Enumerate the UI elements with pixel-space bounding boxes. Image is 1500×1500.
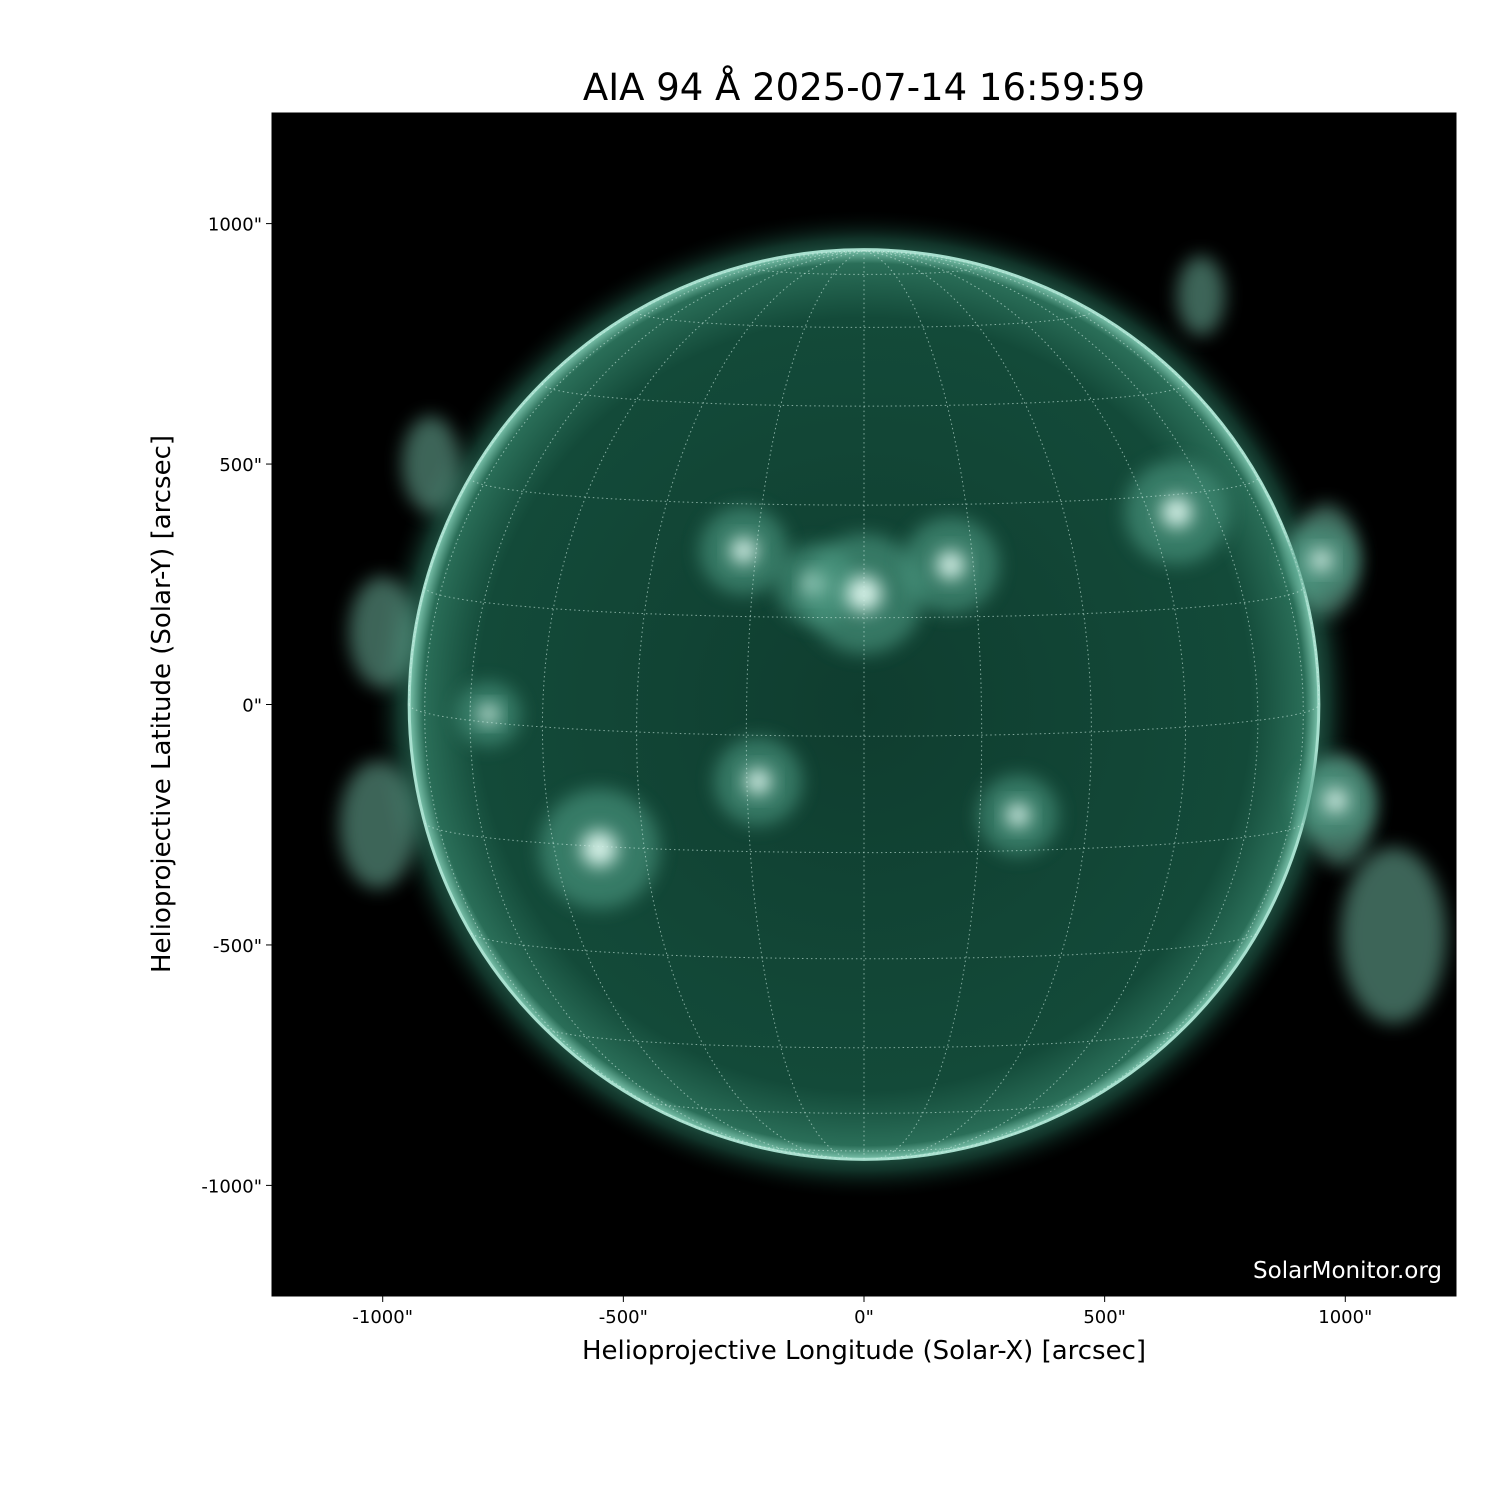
grid-line: [541, 383, 1187, 407]
active-region: [1161, 496, 1193, 528]
active-region: [730, 537, 757, 564]
coronal-loop: [1176, 255, 1225, 336]
grid-line: [424, 587, 1304, 619]
x-tick-label: 1000": [1318, 1307, 1372, 1328]
chart-title: AIA 94 Å 2025-07-14 16:59:59: [582, 66, 1146, 109]
grid-line: [541, 250, 865, 1159]
coronal-loop: [1340, 847, 1447, 1024]
y-tick-label: 500": [219, 455, 262, 476]
x-tick-label: 0": [854, 1307, 874, 1328]
active-region: [1323, 788, 1348, 813]
watermark: SolarMonitor.org: [1253, 1258, 1442, 1284]
grid-line: [636, 311, 1092, 328]
coronal-loop: [339, 760, 417, 889]
grid-line: [745, 266, 983, 276]
grid-line: [469, 250, 865, 1157]
x-tick-label: -500": [599, 1307, 648, 1328]
x-tick-label: 500": [1083, 1307, 1126, 1328]
grid-line: [863, 250, 1259, 1157]
grid-line: [863, 250, 1092, 1160]
grid-line: [470, 932, 1258, 960]
grid-line: [424, 822, 1304, 854]
grid-line: [408, 704, 1320, 737]
active-region: [581, 830, 618, 867]
y-tick-label: 1000": [208, 215, 262, 236]
grid-line: [469, 477, 1259, 506]
y-tick-label: -1000": [201, 1176, 262, 1197]
x-axis-label: Helioprojective Longitude (Solar-X) [arc…: [581, 1336, 1147, 1366]
coronal-loop: [349, 576, 417, 689]
grid-line: [543, 1027, 1185, 1049]
x-tick-label: -1000": [352, 1307, 413, 1328]
grid-line: [638, 1099, 1090, 1114]
active-region: [936, 550, 966, 580]
active-region: [846, 575, 882, 612]
solar-image: [339, 208, 1447, 1201]
y-tick-label: -500": [213, 936, 262, 957]
grid-line: [636, 250, 865, 1160]
coronal-loop: [402, 416, 460, 513]
active-region: [1310, 549, 1333, 572]
active-region: [744, 768, 772, 795]
axis-ticks: -1000" -500" 0" 500" 1000" 1000" 500" 0" -500" -1…: [201, 215, 1372, 1328]
grid-line: [750, 1144, 978, 1152]
y-tick-label: 0": [242, 696, 262, 717]
active-region: [478, 704, 499, 724]
active-region: [1006, 803, 1031, 828]
grid-line: [863, 250, 1187, 1159]
